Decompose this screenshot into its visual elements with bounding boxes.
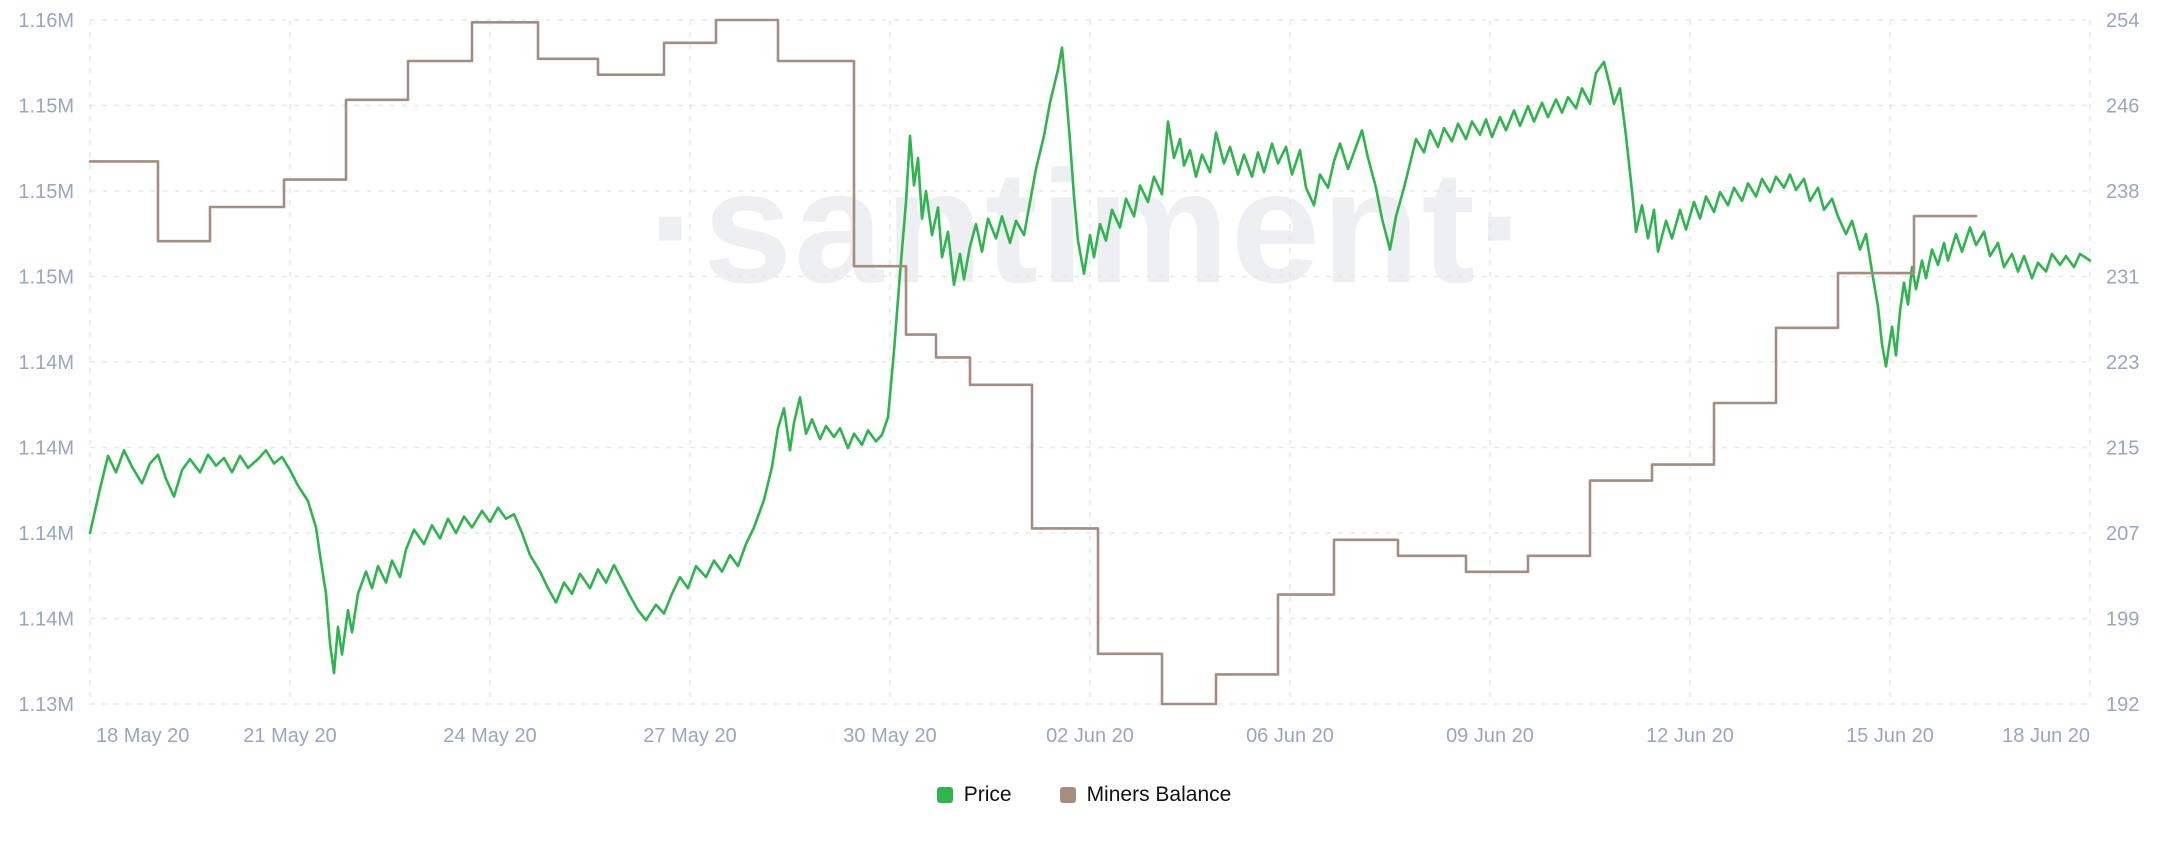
chart-legend: Price Miners Balance xyxy=(0,772,2168,818)
price-series-line xyxy=(88,46,2092,675)
miners-balance-series-line xyxy=(88,18,1978,706)
right-axis-tick-label: 223 xyxy=(2106,352,2139,374)
price-series-label: Price xyxy=(963,783,1012,806)
legend-item-miners-balance[interactable]: Miners Balance xyxy=(1059,783,1232,807)
right-axis-tick-label: 254 xyxy=(2106,10,2139,32)
legend-item-price[interactable]: Price xyxy=(936,783,1012,807)
miners-balance-series-label: Miners Balance xyxy=(1086,783,1232,806)
x-axis-tick-label: 27 May 20 xyxy=(643,725,736,747)
x-axis-tick-label: 02 Jun 20 xyxy=(1046,725,1134,747)
left-axis-tick-label: 1.14M xyxy=(18,438,74,460)
left-axis-tick-label: 1.16M xyxy=(18,10,74,32)
x-axis-tick-label: 18 May 20 xyxy=(96,725,189,747)
left-axis-tick-label: 1.15M xyxy=(18,96,74,118)
price-miners-balance-chart[interactable]: ·santiment· 1.16M 254 1.15M 246 1.15M 238 1.15M… xyxy=(0,0,2168,758)
right-axis-tick-label: 238 xyxy=(2106,181,2139,203)
right-axis-tick-label: 199 xyxy=(2106,609,2139,631)
x-axis-tick-label: 30 May 20 xyxy=(843,725,936,747)
right-axis-tick-label: 246 xyxy=(2106,96,2139,118)
right-axis-tick-label: 192 xyxy=(2106,694,2139,716)
right-axis-tick-label: 207 xyxy=(2106,523,2139,545)
left-axis-tick-label: 1.15M xyxy=(18,181,74,203)
santiment-chart-page: ·santiment· 1.16M 254 1.15M 246 1.15M 238 1.15M… xyxy=(0,0,2168,818)
left-axis-tick-label: 1.13M xyxy=(18,694,74,716)
x-axis-tick-label: 21 May 20 xyxy=(243,725,336,747)
x-axis-tick-label: 12 Jun 20 xyxy=(1646,725,1734,747)
miners-balance-series-swatch xyxy=(1059,787,1076,803)
left-axis-tick-label: 1.14M xyxy=(18,609,74,631)
right-axis-tick-label: 231 xyxy=(2106,267,2139,289)
left-axis-tick-label: 1.15M xyxy=(18,267,74,289)
x-axis-tick-label: 15 Jun 20 xyxy=(1846,725,1934,747)
x-axis-tick-label: 18 Jun 20 xyxy=(2002,725,2090,747)
x-axis-tick-label: 09 Jun 20 xyxy=(1446,725,1534,747)
x-axis-tick-label: 06 Jun 20 xyxy=(1246,725,1334,747)
price-series-swatch xyxy=(936,787,953,803)
left-axis-tick-label: 1.14M xyxy=(18,523,74,545)
left-axis-tick-label: 1.14M xyxy=(18,352,74,374)
right-axis-tick-label: 215 xyxy=(2106,438,2139,460)
x-axis-tick-label: 24 May 20 xyxy=(443,725,536,747)
